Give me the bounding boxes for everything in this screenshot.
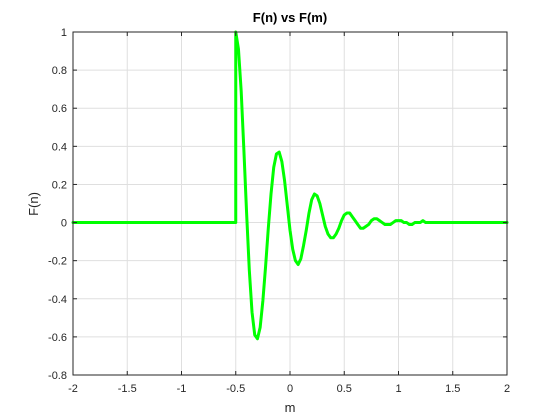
y-tick-label: 0.6 [52,103,67,115]
x-tick-label: 1.5 [445,383,460,395]
y-tick-label: 0.8 [52,65,67,77]
series-line-1 [71,30,509,341]
series-layer [71,30,509,341]
x-tick-label: -1 [177,383,187,395]
x-tick-label: 0.5 [337,383,352,395]
x-tick-label: -0.5 [226,383,245,395]
y-tick-label: 0.4 [52,141,67,153]
x-tick-label: 0 [287,383,293,395]
chart-title: F(n) vs F(m) [253,10,327,25]
y-tick-label: -0.4 [48,294,67,306]
x-tick-label: -1.5 [118,383,137,395]
y-tick-label: 0.2 [52,179,67,191]
y-tick-label: -0.2 [48,256,67,268]
y-tick-label: -0.8 [48,370,67,382]
x-tick-label: 1 [395,383,401,395]
x-tick-label: 2 [504,383,510,395]
y-tick-label: 0 [61,218,67,230]
x-tick-label: -2 [68,383,78,395]
y-tick-label: -0.6 [48,332,67,344]
y-axis-label: F(n) [26,192,41,216]
ticks: -2 -1.5 -1 -0.5 0 0.5 1 1.5 2 -0.8 -0.6 -0.4 -0.2 0 0.… [48,27,510,395]
y-tick-label: 1 [61,27,67,39]
x-axis-label: m [285,400,296,415]
